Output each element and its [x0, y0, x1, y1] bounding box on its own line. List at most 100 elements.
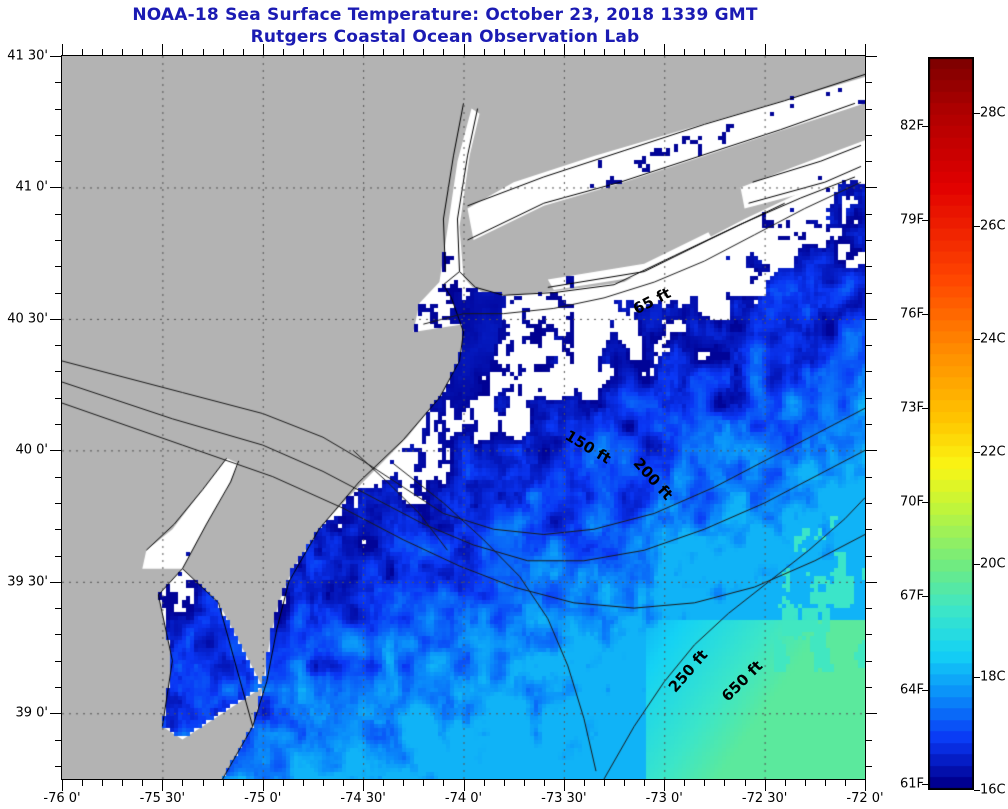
x-tick [322, 780, 324, 786]
x-tick [82, 780, 84, 786]
x-tick-top [142, 49, 144, 55]
y-tick-right [866, 450, 877, 452]
x-tick-top [784, 49, 786, 55]
y-tick-right [866, 187, 877, 189]
x-tick [784, 780, 786, 786]
y-tick-right [866, 555, 872, 557]
y-axis-label: 41 30' [7, 48, 48, 64]
y-tick-right [866, 634, 872, 636]
x-tick [523, 780, 525, 786]
colorbar-tick [922, 501, 928, 503]
page-title: NOAA-18 Sea Surface Temperature: October… [0, 4, 890, 48]
y-axis-label: 41 0' [15, 179, 48, 195]
y-tick-right [866, 397, 872, 399]
y-tick [55, 529, 61, 531]
x-tick [624, 780, 626, 786]
x-tick [142, 780, 144, 786]
y-tick-right [866, 502, 872, 504]
x-tick [222, 780, 224, 786]
y-tick [55, 634, 61, 636]
x-tick [182, 780, 184, 786]
y-tick-right [866, 686, 872, 688]
y-tick [55, 82, 61, 84]
colorbar-label-fahrenheit: 67F [899, 588, 924, 604]
x-axis-label: -73 0' [645, 791, 683, 806]
colorbar-tick [922, 783, 928, 785]
x-tick [343, 780, 345, 786]
x-tick [664, 780, 666, 791]
y-tick-right [866, 108, 872, 110]
colorbar-label-celsius: 20C [980, 556, 1006, 572]
y-tick [55, 240, 61, 242]
y-tick-right [866, 318, 877, 320]
y-tick [50, 581, 61, 583]
y-tick [55, 739, 61, 741]
colorbar-label-fahrenheit: 70F [899, 494, 924, 510]
x-tick-top [222, 49, 224, 55]
y-tick [55, 371, 61, 373]
x-tick [102, 780, 104, 786]
x-tick-top [583, 49, 585, 55]
colorbar-tick [974, 564, 980, 566]
y-tick [55, 686, 61, 688]
x-axis-label: -75 0' [244, 791, 282, 806]
colorbar-label-fahrenheit: 61F [899, 776, 924, 792]
colorbar-tick [974, 226, 980, 228]
title-line-1: NOAA-18 Sea Surface Temperature: October… [132, 5, 758, 25]
y-tick [55, 502, 61, 504]
x-tick [764, 780, 766, 791]
x-tick-top [644, 49, 646, 55]
y-tick [55, 345, 61, 347]
x-tick-top [322, 49, 324, 55]
x-axis-label: -74 30' [340, 791, 386, 806]
colorbar-tick [974, 677, 980, 679]
x-tick-top [503, 49, 505, 55]
x-tick-top [523, 49, 525, 55]
y-tick-right [866, 608, 872, 610]
x-tick [122, 780, 124, 786]
x-tick [62, 780, 63, 791]
colorbar-label-fahrenheit: 76F [899, 306, 924, 322]
y-tick [50, 318, 61, 320]
x-tick [744, 780, 746, 786]
x-tick-top [724, 49, 726, 55]
y-tick [50, 187, 61, 189]
y-tick [55, 476, 61, 478]
y-tick [55, 660, 61, 662]
x-tick-top [343, 49, 345, 55]
colorbar-label-celsius: 16C [980, 782, 1006, 798]
x-tick [684, 780, 686, 786]
x-tick-top [62, 44, 63, 55]
y-tick-right [866, 56, 877, 57]
y-tick [55, 161, 61, 163]
x-axis-label: -72 30' [741, 791, 788, 806]
x-tick [724, 780, 726, 786]
x-tick [583, 780, 585, 786]
y-tick-right [866, 345, 872, 347]
x-axis-label: -72 0' [846, 791, 884, 806]
y-tick [55, 292, 61, 294]
title-line-2: Rutgers Coastal Ocean Observation Lab [250, 27, 640, 47]
x-tick [383, 780, 385, 786]
x-tick-top [704, 49, 706, 55]
colorbar-tick [922, 313, 928, 315]
colorbar-label-fahrenheit: 73F [899, 400, 924, 416]
x-tick [604, 780, 606, 786]
y-tick-right [866, 213, 872, 215]
y-axis-label: 39 0' [15, 705, 48, 721]
x-tick-top [182, 49, 184, 55]
x-tick [503, 780, 505, 786]
sst-map[interactable] [61, 55, 866, 780]
x-tick [403, 780, 405, 786]
x-axis-label: -75 30' [139, 791, 186, 806]
x-tick [242, 780, 244, 786]
x-tick-top [162, 44, 164, 55]
colorbar-label-fahrenheit: 64F [899, 682, 924, 698]
colorbar-tick [974, 338, 980, 340]
y-tick [50, 450, 61, 452]
y-tick-right [866, 266, 872, 268]
x-tick-top [302, 49, 304, 55]
y-tick-right [866, 713, 877, 715]
x-tick-top [824, 49, 826, 55]
y-tick-right [866, 292, 872, 294]
